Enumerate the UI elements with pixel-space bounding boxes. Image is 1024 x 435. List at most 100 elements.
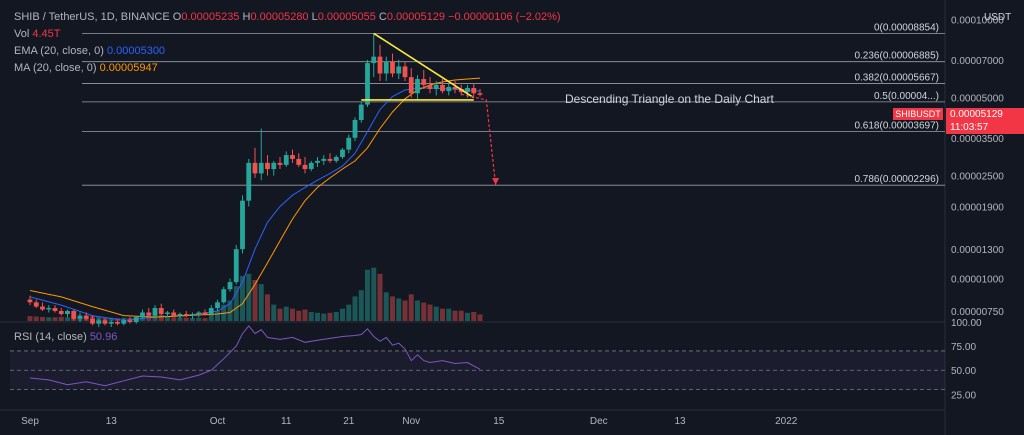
volume-bars [27, 267, 483, 321]
moving-averages [29, 77, 481, 321]
candle-body [246, 162, 252, 201]
volume-bar [446, 308, 452, 321]
volume-bar [477, 314, 483, 321]
volume-bar [427, 304, 433, 321]
volume-bar [65, 317, 70, 321]
time-tick-label: 21 [343, 416, 355, 427]
candle-body [52, 308, 58, 311]
rsi-tick-label: 50.00 [951, 366, 976, 377]
fib-level-label: 0.382(0.00005667) [854, 73, 939, 84]
volume-bar [377, 273, 383, 321]
volume-bar [108, 317, 114, 321]
fib-level-label: 0.786(0.00002296) [854, 174, 939, 185]
candle-body [408, 77, 414, 94]
time-tick-label: 2022 [775, 416, 798, 427]
volume-bar [46, 317, 52, 321]
candle-body [77, 315, 83, 319]
volume-bar [171, 317, 177, 321]
volume-bar [315, 312, 320, 321]
candle-body [177, 314, 183, 316]
candle-body [308, 162, 314, 170]
candle-body [171, 312, 177, 316]
candle-countdown: 11:03:57 [950, 122, 989, 133]
volume-bar [146, 315, 152, 321]
candle-body [427, 84, 433, 90]
candle-body [340, 149, 345, 157]
candle-body [190, 314, 195, 316]
volume-bar [396, 298, 402, 321]
candle-body [421, 79, 427, 85]
candle-body [302, 164, 308, 170]
volume-bar [52, 317, 58, 321]
candle-body [258, 162, 264, 174]
candle-body [133, 317, 139, 322]
volume-label: Vol [14, 28, 30, 40]
candle-body [402, 66, 408, 78]
volume-bar [390, 296, 395, 321]
candle-body [146, 312, 152, 316]
volume-bar [358, 290, 364, 321]
price-tick-label: 0.00001300 [951, 245, 1004, 256]
candle-body [321, 158, 327, 161]
volume-value: 4.45T [32, 28, 61, 40]
pattern-drawing: Descending Triangle on the Daily Chart [361, 32, 774, 186]
candle-body [458, 89, 464, 93]
annotation-text: Descending Triangle on the Daily Chart [565, 92, 774, 106]
volume-bar [227, 300, 233, 321]
price-tick-label: 0.00007000 [951, 56, 1004, 67]
candle-body [283, 155, 289, 165]
volume-bar [277, 308, 283, 321]
candle-body [377, 56, 383, 74]
volume-bar [190, 318, 195, 321]
volume-bar [290, 308, 295, 321]
candle-body [265, 162, 270, 170]
candle-body [277, 162, 283, 165]
candle-body [65, 310, 70, 315]
rsi-pane [10, 325, 945, 390]
time-tick-label: Nov [402, 416, 420, 427]
candle-body [333, 156, 339, 161]
volume-bar [321, 313, 327, 321]
price-tick-label: 0.00000750 [951, 307, 1004, 318]
candle-body [202, 312, 208, 315]
price-tick-label: 0.00002500 [951, 172, 1004, 183]
candle-body [433, 84, 439, 90]
projection-arrow-line [461, 93, 497, 186]
candle-body [96, 320, 102, 324]
ohlc-key: O [172, 11, 182, 23]
candle-body [27, 299, 33, 303]
candle-body [452, 86, 458, 90]
volume-bar [265, 294, 270, 321]
ohlc-value: 0.00005055 [317, 11, 376, 23]
symbol-title: SHIB / TetherUS, 1D, BINANCE [14, 11, 170, 23]
volume-bar [283, 306, 289, 321]
time-tick-label: 13 [106, 416, 118, 427]
currency-label: USDT [984, 12, 1012, 23]
candle-body [240, 200, 245, 250]
volume-bar [233, 286, 239, 321]
volume-bar [440, 308, 445, 321]
candle-body [390, 61, 395, 74]
arrow-head-icon [492, 177, 500, 185]
candle-body [196, 312, 202, 315]
volume-bar [158, 314, 164, 321]
volume-bar [196, 317, 202, 321]
ema-value: 0.00005300 [106, 45, 166, 57]
volume-bar [421, 302, 427, 321]
ema-legend: EMA (20, close, 0) 0.00005300 [14, 45, 165, 57]
rsi-tick-label: 25.00 [951, 390, 976, 401]
candle-body [152, 308, 158, 316]
volume-bar [408, 294, 414, 321]
volume-bar [40, 316, 45, 321]
volume-bar [415, 300, 420, 321]
candle-body [296, 158, 302, 165]
rsi-line [29, 325, 481, 387]
axes: 0.00010000 0.00007000 0.00005000 0.00003500… [21, 16, 1004, 427]
candle-body [358, 104, 364, 120]
candle-body [90, 318, 95, 324]
volume-bar [452, 310, 458, 321]
candle-body [102, 320, 108, 324]
time-tick-label: 13 [674, 416, 686, 427]
volume-bar [433, 306, 439, 321]
